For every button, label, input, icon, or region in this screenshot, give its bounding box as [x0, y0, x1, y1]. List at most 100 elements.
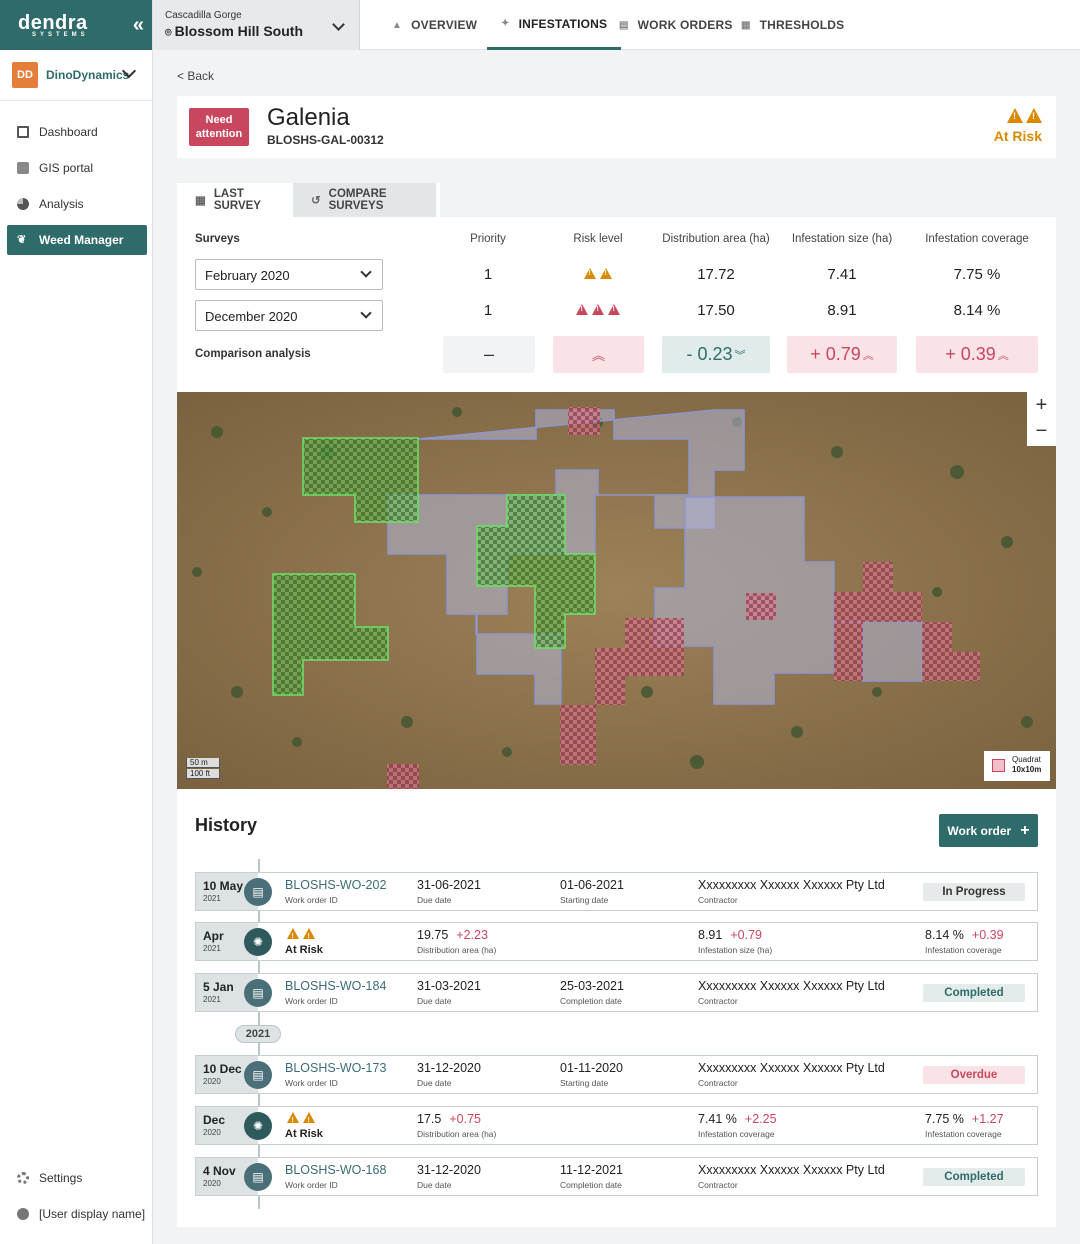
double-chevron-down-icon: ︾ [734, 349, 746, 362]
sidebar-item-user[interactable]: [User display name] [7, 1199, 147, 1229]
row-date: 10 May 2021 [196, 873, 258, 910]
sidebar-item-gis-portal[interactable]: GIS portal [7, 153, 147, 183]
plus-icon: + [1020, 821, 1030, 839]
site-name: ⌾ Blossom Hill South [165, 23, 303, 39]
tab-last-survey[interactable]: ▦ LAST SURVEY [195, 188, 261, 212]
back-link[interactable]: < Back [177, 69, 215, 83]
history-row[interactable]: 10 Dec 2020 ▤ BLOSHS-WO-173 Work order ID 31-… [195, 1055, 1038, 1094]
zoom-out-button[interactable]: − [1035, 420, 1048, 442]
tab-compare-surveys[interactable]: ↺ COMPARE SURVEYS [293, 183, 436, 217]
clipboard-icon: ▤ [244, 878, 272, 906]
org-switcher[interactable]: DD DinoDynamics [0, 50, 152, 101]
thresholds-icon: ▦ [741, 19, 751, 31]
timeline-year-marker: 2021 [235, 1025, 281, 1043]
tab-work-orders[interactable]: ▤ WORK ORDERS [619, 18, 733, 32]
clipboard-icon: ▤ [244, 979, 272, 1007]
sidebar-item-label: GIS portal [39, 161, 94, 175]
col-priority: Priority [470, 233, 506, 245]
work-order-id[interactable]: BLOSHS-WO-184 Work order ID [285, 979, 387, 1006]
status-badge: In Progress [923, 883, 1025, 901]
size-value: 8.91 [827, 302, 857, 319]
map-canvas[interactable] [177, 392, 1056, 789]
infestation-coverage: 8.14 % +0.39 Infestation coverage [925, 928, 1004, 955]
infestation-icon: ✺ [244, 928, 272, 956]
legend-size: 10x10m [1012, 765, 1042, 774]
sidebar-item-weed-manager[interactable]: ❦ Weed Manager [7, 225, 147, 255]
infestation-map[interactable]: + − 50 m 100 ft Quadrat 10x10m [177, 392, 1056, 789]
coverage-change: + 0.39 ︽ [916, 336, 1038, 373]
warning-icon [584, 268, 596, 279]
row-date: 5 Jan 2021 [196, 974, 258, 1011]
survey-select-1[interactable]: February 2020 [195, 259, 383, 290]
scale-metres: 50 m [186, 758, 220, 768]
add-work-order-button[interactable]: Work order + [939, 814, 1038, 847]
compare-surveys-panel: Surveys Priority Risk level Distribution… [177, 217, 1056, 392]
sidebar-item-analysis[interactable]: Analysis [7, 189, 147, 219]
sidebar-item-settings[interactable]: Settings [7, 1163, 147, 1193]
brand-logo[interactable]: dendra SYSTEMS [18, 12, 89, 38]
work-order-id[interactable]: BLOSHS-WO-173 Work order ID [285, 1061, 387, 1088]
status-badge: Completed [923, 984, 1025, 1002]
infestation-metric: 8.91 +0.79 Infestation size (ha) [698, 928, 773, 955]
distribution-value: 17.50 [697, 302, 735, 319]
double-chevron-up-icon: ︽ [591, 348, 605, 363]
history-row[interactable]: 5 Jan 2021 ▤ BLOSHS-WO-184 Work order ID 31-0… [195, 973, 1038, 1012]
distribution-area: 17.5 +0.75 Distribution area (ha) [417, 1112, 497, 1139]
zoom-in-button[interactable]: + [1035, 394, 1048, 416]
overview-icon: ▲ [392, 19, 403, 31]
status-badge: Completed [923, 1168, 1025, 1186]
user-display-name: [User display name] [39, 1207, 146, 1221]
calendar-icon: ▦ [195, 195, 206, 207]
history-row[interactable]: 4 Nov 2020 ▤ BLOSHS-WO-168 Work order ID 31-1… [195, 1157, 1038, 1196]
sidebar-item-dashboard[interactable]: Dashboard [7, 117, 147, 147]
collapse-sidebar-icon[interactable]: « [132, 14, 144, 36]
sidebar: dendra SYSTEMS « DD DinoDynamics Dashboar… [0, 0, 153, 1244]
chevron-down-icon [360, 307, 372, 319]
survey-tabs: ▦ LAST SURVEY ↺ COMPARE SURVEYS [177, 183, 440, 217]
contractor: Xxxxxxxxx Xxxxxx Xxxxxx Pty Ltd Contracto… [698, 1163, 885, 1190]
warning-icon [592, 304, 604, 315]
gear-icon [17, 1172, 29, 1184]
warning-icon [303, 928, 315, 944]
start-date: 11-12-2021 Completion date [560, 1163, 624, 1190]
col-infestation-size: Infestation size (ha) [791, 233, 893, 245]
work-order-id[interactable]: BLOSHS-WO-168 Work order ID [285, 1163, 387, 1190]
warning-icon [600, 268, 612, 279]
warning-icon [287, 928, 299, 944]
contractor: Xxxxxxxxx Xxxxxx Xxxxxx Pty Ltd Contracto… [698, 878, 885, 905]
work-order-id[interactable]: BLOSHS-WO-202 Work order ID [285, 878, 387, 905]
distribution-value: 17.72 [697, 266, 735, 283]
tab-thresholds[interactable]: ▦ THRESHOLDS [741, 18, 845, 32]
history-title: History [195, 815, 258, 835]
clipboard-icon: ▤ [244, 1061, 272, 1089]
tab-overview[interactable]: ▲ OVERVIEW [392, 18, 478, 32]
risk-change: ︽ [553, 336, 644, 373]
sidebar-item-label: Settings [39, 1171, 83, 1185]
history-row[interactable]: 10 May 2021 ▤ BLOSHS-WO-202 Work order ID 31-… [195, 872, 1038, 911]
start-date: 25-03-2021 Completion date [560, 979, 624, 1006]
warning-icon [1026, 108, 1042, 123]
row-date: 10 Dec 2020 [196, 1056, 258, 1093]
col-surveys: Surveys [195, 233, 240, 245]
status-badge: Need attention [189, 108, 249, 146]
due-date: 31-12-2020 Due date [417, 1061, 481, 1088]
risk-label: At Risk [993, 128, 1042, 144]
survey-select-2[interactable]: December 2020 [195, 300, 383, 331]
sidebar-item-label: Dashboard [39, 125, 98, 139]
start-date: 01-11-2020 Starting date [560, 1061, 624, 1088]
brand: dendra SYSTEMS « [0, 0, 152, 50]
row-date: 4 Nov 2020 [196, 1158, 258, 1195]
gis-icon [17, 162, 29, 174]
map-zoom-controls: + − [1027, 392, 1056, 446]
page-title: Galenia [267, 104, 350, 131]
site-region: Cascadilla Gorge [165, 10, 242, 21]
dashboard-icon [17, 126, 29, 138]
quadrat-swatch [992, 759, 1005, 772]
coverage-value: 8.14 % [953, 302, 1001, 319]
due-date: 31-03-2021 Due date [417, 979, 481, 1006]
tab-infestations[interactable]: ✦ INFESTATIONS [487, 0, 622, 50]
infestation-coverage: 7.75 % +1.27 Infestation coverage [925, 1112, 1004, 1139]
site-selector[interactable]: Cascadilla Gorge ⌾ Blossom Hill South [153, 0, 360, 50]
